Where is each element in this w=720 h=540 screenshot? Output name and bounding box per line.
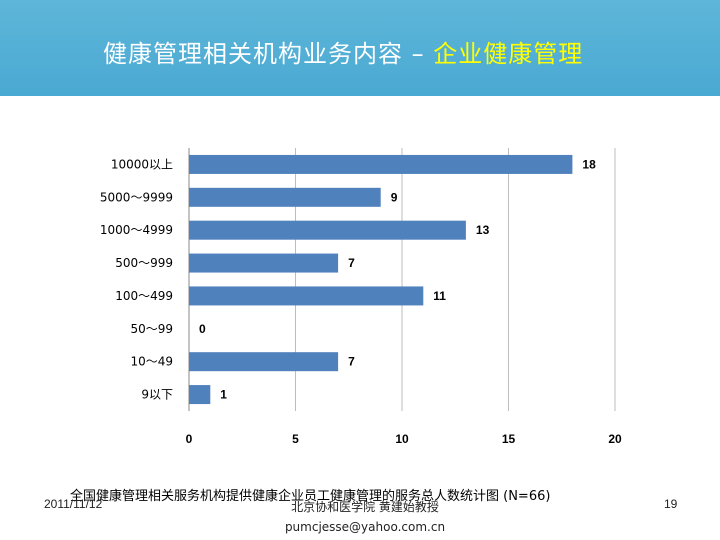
bar [189,154,573,174]
category-label: 10000以上 [111,157,173,171]
x-tick-label: 10 [395,432,409,446]
data-label: 7 [348,256,355,270]
category-label: 1000～4999 [100,223,173,237]
x-tick-label: 20 [608,432,622,446]
bar [189,385,211,405]
category-label: 100～499 [115,289,173,303]
title-banner: 健康管理相关机构业务内容 – 企业健康管理 [0,0,720,96]
chart-caption: 全国健康管理相关服务机构提供健康企业员工健康管理的服务总人数统计图 (N=66) [70,489,551,504]
category-label: 50～99 [130,322,173,336]
bar [189,352,339,372]
bar [189,253,339,273]
bar [189,220,466,240]
data-label: 7 [348,355,355,369]
title-highlight: 企业健康管理 [433,40,584,68]
bar [189,286,424,306]
footer-author: 北京协和医学院 黄建始教授 [291,500,439,514]
data-label: 0 [199,322,206,336]
data-label: 1 [220,388,227,402]
category-label: 500～999 [115,256,173,270]
category-label: 10～49 [130,355,173,369]
title-main: 健康管理相关机构业务内容 – [103,40,434,68]
page-number: 19 [664,497,678,511]
bar [189,187,381,207]
x-tick-label: 15 [502,432,516,446]
footer-date: 2011/11/12 [44,497,103,511]
x-tick-label: 0 [186,432,193,446]
category-label: 5000～9999 [100,190,173,204]
footer-email: pumcjesse@yahoo.com.cn [284,520,446,534]
data-label: 11 [433,289,446,303]
data-label: 18 [582,157,596,171]
slide-title: 健康管理相关机构业务内容 – 企业健康管理 [103,34,583,69]
footer-credit: 北京协和医学院 黄建始教授 pumcjesse@yahoo.com.cn [270,497,460,537]
data-label: 13 [476,223,490,237]
category-label: 9以下 [141,388,173,402]
x-tick-label: 5 [292,432,299,446]
data-label: 9 [391,190,398,204]
